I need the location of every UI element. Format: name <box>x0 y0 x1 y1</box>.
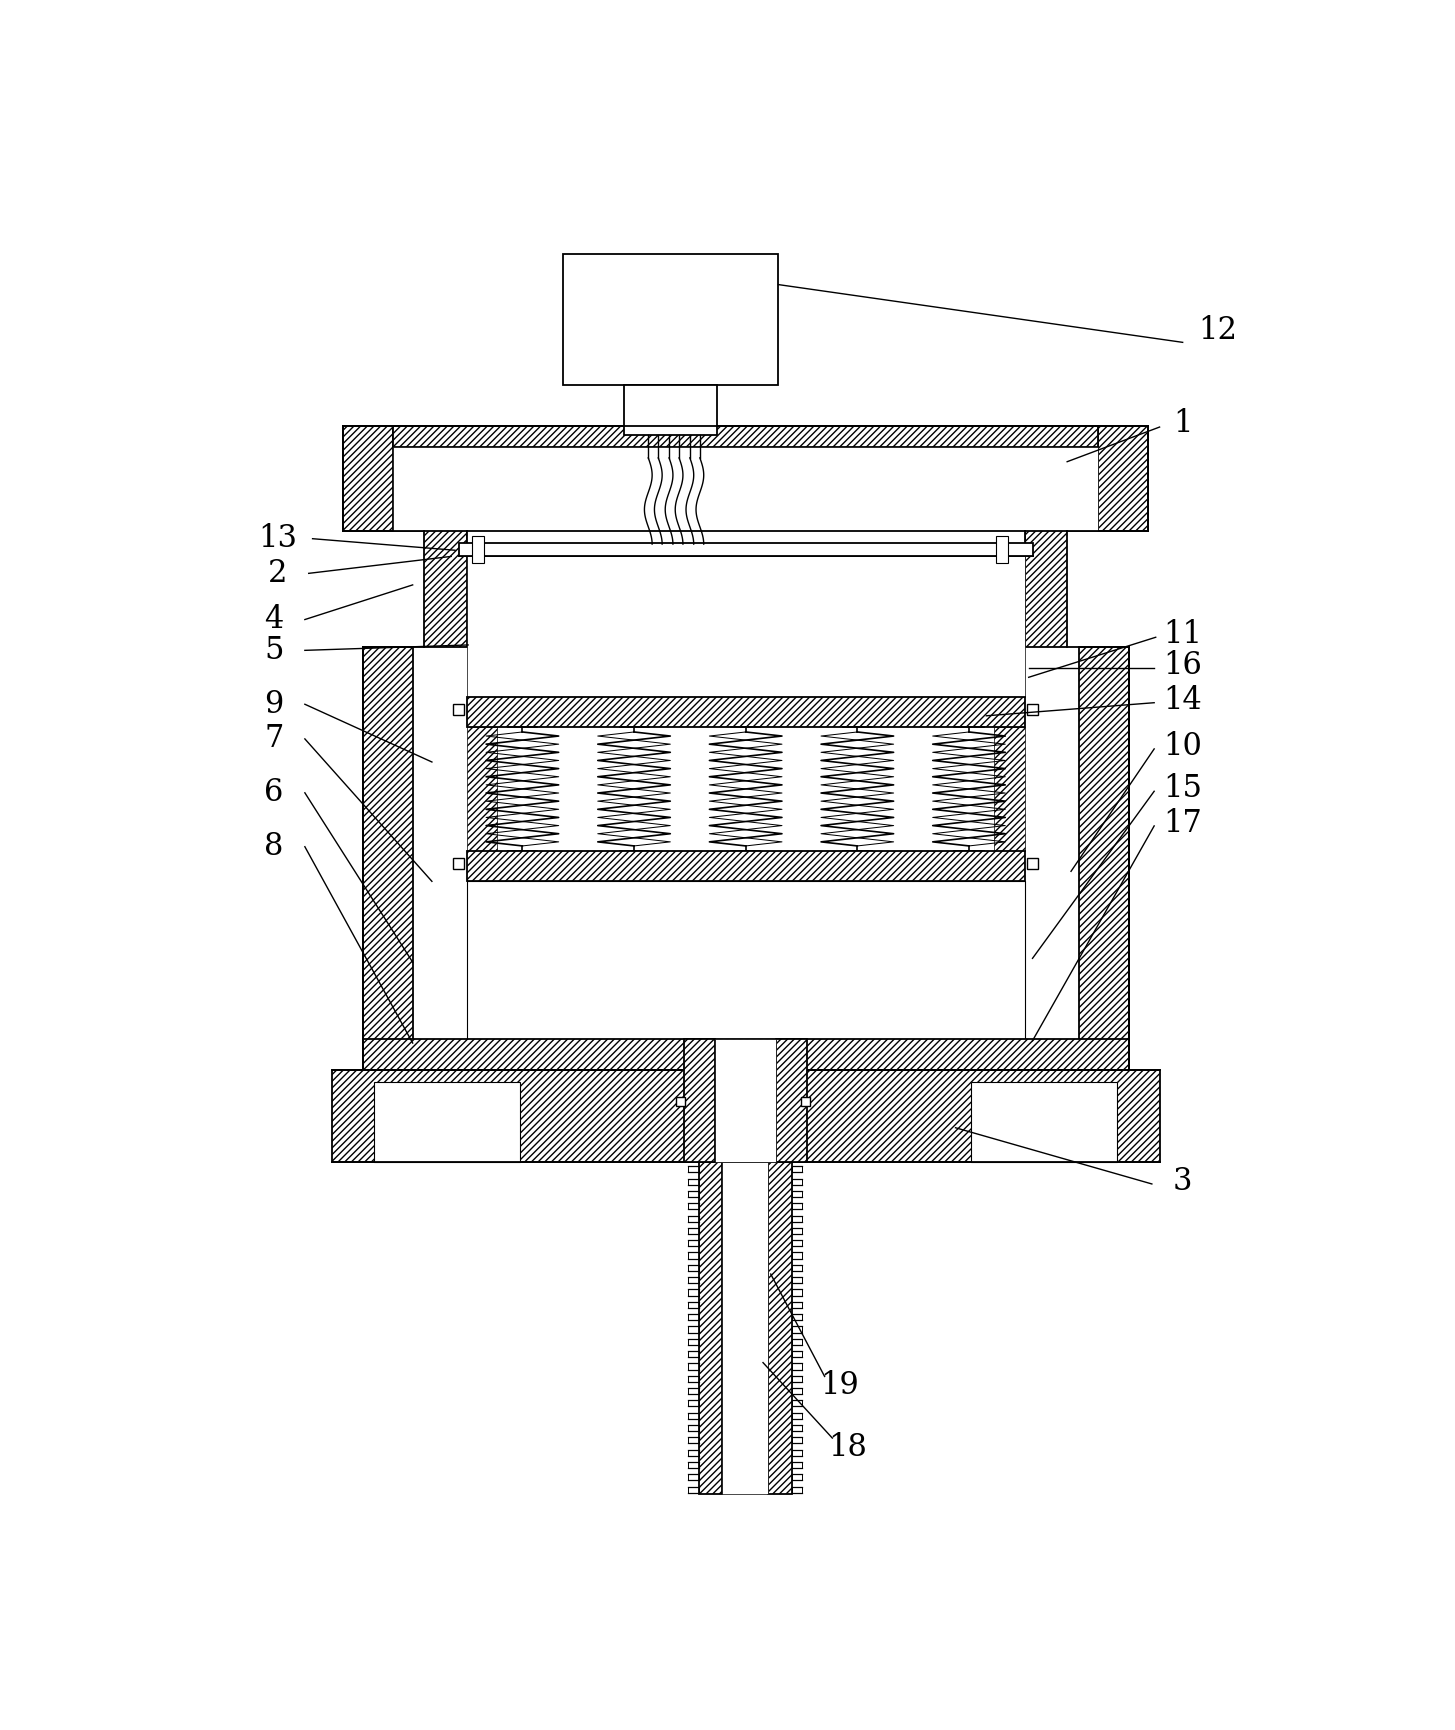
Bar <box>467 727 498 851</box>
Text: 10: 10 <box>1163 732 1202 763</box>
Bar <box>1027 704 1037 714</box>
Bar <box>800 1097 810 1105</box>
Bar <box>1078 647 1129 1069</box>
Bar <box>393 446 1099 531</box>
Bar <box>362 647 413 1069</box>
Bar <box>343 426 393 531</box>
Bar <box>994 727 1024 851</box>
Bar <box>467 851 1024 881</box>
Bar <box>677 1097 685 1105</box>
Bar <box>425 531 467 647</box>
Text: 1: 1 <box>1173 408 1193 439</box>
Text: 12: 12 <box>1197 315 1237 346</box>
Bar <box>467 697 1024 727</box>
Text: 2: 2 <box>268 557 288 588</box>
Text: 4: 4 <box>265 604 284 635</box>
Bar <box>563 254 778 384</box>
Text: 17: 17 <box>1163 808 1202 839</box>
Bar <box>467 881 1024 1040</box>
Bar <box>970 1081 1117 1163</box>
Text: 15: 15 <box>1163 773 1202 804</box>
Bar <box>362 1040 1129 1069</box>
Bar <box>698 1163 722 1493</box>
Text: 18: 18 <box>828 1432 867 1464</box>
Bar <box>471 536 485 562</box>
Bar <box>995 536 1008 562</box>
Bar <box>768 1163 792 1493</box>
Text: 3: 3 <box>1173 1166 1193 1197</box>
Bar <box>343 426 1148 531</box>
Bar <box>467 531 1024 545</box>
Text: 8: 8 <box>265 830 284 862</box>
Text: 16: 16 <box>1163 650 1202 682</box>
Text: 6: 6 <box>265 777 284 808</box>
Bar <box>624 384 717 434</box>
Bar <box>714 1040 776 1163</box>
Bar <box>458 543 1033 557</box>
Text: 19: 19 <box>821 1370 860 1401</box>
Bar <box>374 1081 521 1163</box>
Bar <box>1024 531 1067 647</box>
Text: 14: 14 <box>1164 685 1202 716</box>
Bar <box>722 1163 768 1493</box>
Text: 13: 13 <box>259 522 297 554</box>
Text: 11: 11 <box>1163 619 1202 650</box>
Bar <box>684 1040 714 1163</box>
Text: 9: 9 <box>265 689 284 720</box>
Bar <box>454 704 464 714</box>
Bar <box>332 1069 1160 1163</box>
Bar <box>776 1040 808 1163</box>
Bar <box>1027 858 1037 868</box>
Bar <box>1099 426 1148 531</box>
Bar <box>467 531 1024 697</box>
Text: 5: 5 <box>265 635 284 666</box>
Bar <box>393 426 1099 446</box>
Bar <box>454 858 464 868</box>
Text: 7: 7 <box>265 723 284 754</box>
